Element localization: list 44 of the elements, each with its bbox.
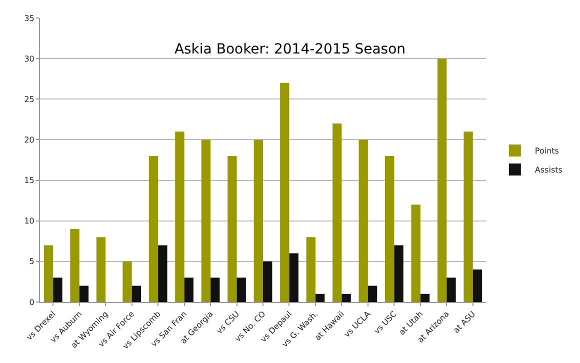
bar — [411, 204, 420, 302]
bar — [420, 294, 430, 302]
bar — [210, 278, 220, 302]
bar — [342, 294, 351, 302]
bar — [158, 245, 168, 302]
bar — [280, 82, 290, 302]
bar — [44, 245, 54, 302]
bar — [53, 278, 62, 302]
y-tick-label: 10 — [24, 216, 34, 226]
bar — [70, 228, 80, 302]
legend-label: Points — [534, 146, 559, 156]
bar — [148, 156, 158, 302]
y-tick-label: 25 — [24, 94, 34, 104]
bar — [122, 261, 132, 302]
bar — [289, 253, 298, 302]
bar — [132, 286, 142, 302]
bar — [228, 156, 237, 302]
bar — [236, 278, 246, 302]
bar — [315, 294, 325, 302]
bar — [254, 140, 263, 302]
bar — [464, 132, 473, 302]
bar — [437, 58, 447, 302]
bar — [358, 140, 368, 302]
bar — [368, 286, 378, 302]
bar — [184, 278, 194, 302]
y-tick-label: 20 — [24, 136, 34, 145]
y-tick-label: 15 — [24, 176, 34, 186]
y-tick-label: 5 — [29, 257, 34, 266]
bar — [96, 237, 106, 302]
bar — [306, 237, 316, 302]
bar — [175, 132, 184, 302]
y-tick-label: 30 — [24, 54, 34, 64]
bar — [79, 286, 89, 302]
y-tick-label: 0 — [29, 298, 34, 307]
text: Askia Booker: 2014-2015 Season — [174, 41, 406, 58]
bar — [263, 261, 272, 302]
bar — [446, 278, 456, 302]
bar — [384, 156, 394, 302]
bar — [472, 270, 482, 302]
bar — [394, 245, 404, 302]
bar — [332, 123, 342, 302]
y-tick-label: 35 — [24, 14, 34, 23]
bar — [201, 140, 211, 302]
legend-label: Assists — [534, 166, 562, 175]
